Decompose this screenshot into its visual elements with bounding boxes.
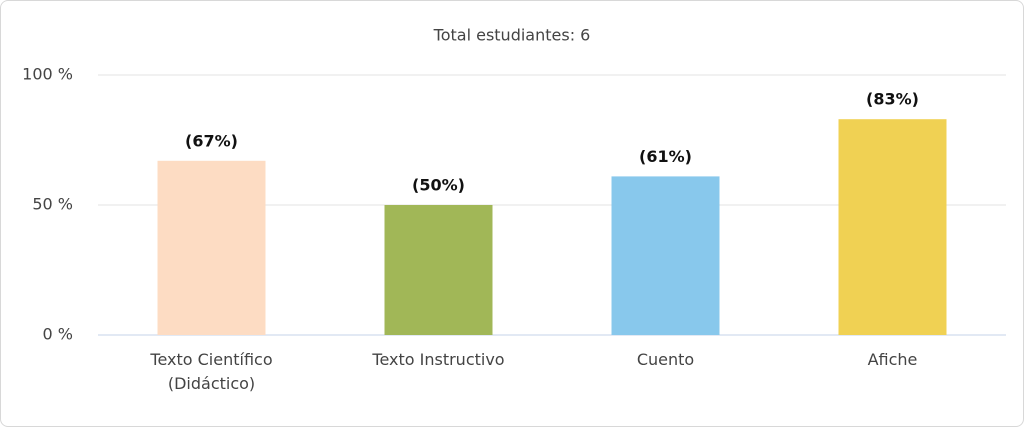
x-tick-label: Cuento [636, 350, 695, 369]
bar [611, 176, 720, 335]
bar [838, 119, 947, 335]
bar [384, 205, 493, 335]
value-label: (61%) [639, 147, 692, 166]
y-tick-label: 0 % [43, 325, 73, 344]
bar [157, 160, 266, 335]
x-tick-label: Afiche [867, 350, 918, 369]
chart-title: Total estudiantes: 6 [433, 26, 591, 45]
x-tick-label: Texto Instructivo [372, 350, 505, 369]
value-label: (50%) [412, 176, 465, 195]
value-label: (83%) [866, 90, 919, 109]
value-label: (67%) [185, 131, 238, 150]
y-tick-label: 100 % [22, 65, 73, 84]
x-tick-label: Texto Científico (Didáctico) [150, 350, 273, 393]
y-tick-label: 50 % [32, 195, 73, 214]
